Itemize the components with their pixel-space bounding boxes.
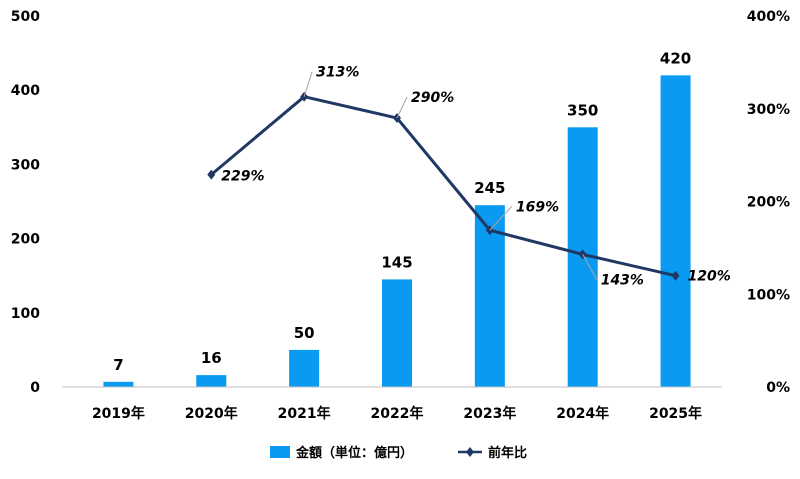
bar-2025年: [660, 75, 691, 388]
y-right-tick: 0%: [766, 380, 790, 396]
bar-data-label: 16: [201, 349, 222, 367]
x-tick-label: 2023年: [463, 405, 516, 422]
x-tick-label: 2020年: [185, 405, 238, 422]
x-tick-label: 2019年: [92, 405, 145, 422]
line-marker: [207, 169, 216, 180]
leader-line: [489, 205, 513, 231]
line-data-label: 229%: [221, 169, 264, 185]
bar-2022年: [382, 279, 412, 387]
line-data-label: 290%: [411, 90, 454, 106]
y-left-tick: 300: [11, 157, 40, 173]
y-right-tick: 300%: [747, 102, 790, 118]
bar-data-label: 420: [660, 49, 691, 67]
x-tick-label: 2024年: [556, 405, 609, 422]
line-data-label: 169%: [516, 199, 559, 215]
legend-label-amount: 金額（単位：億円）: [295, 445, 413, 461]
leader-line: [396, 96, 408, 119]
x-tick-label: 2025年: [649, 405, 702, 422]
y-right-tick: 400%: [747, 9, 790, 25]
bar-data-label: 50: [294, 324, 315, 342]
leader-line: [303, 71, 313, 97]
bar-data-label: 350: [567, 101, 598, 119]
line-data-label: 143%: [601, 272, 644, 288]
legend-marker-icon: [466, 447, 474, 457]
bar-2023年: [474, 205, 505, 387]
y-right-tick: 200%: [747, 195, 790, 211]
bar-2021年: [289, 349, 320, 387]
y-left-tick: 200: [11, 232, 40, 248]
y-left-tick: 500: [11, 9, 40, 25]
line-data-label: 120%: [688, 269, 731, 285]
data-labels-group: 7 16 50 145 245 350 420 229% 313% 290% 169% 143% 120…: [113, 49, 731, 373]
legend-label-yoy: 前年比: [488, 445, 527, 461]
bar-2020年: [196, 375, 227, 387]
bar-2019年: [103, 381, 134, 387]
axes-group: 0 100 200 300 400 500 0% 100% 200% 300% 400% 2019年 2…: [11, 9, 790, 422]
y-left-tick: 0: [30, 380, 40, 396]
bar-data-label: 245: [474, 179, 505, 197]
bar-data-label: 145: [381, 253, 412, 271]
legend-swatch-bar: [270, 446, 290, 458]
leader-line: [582, 254, 598, 280]
line-marker: [671, 270, 680, 281]
legend: 金額（単位：億円） 前年比: [270, 445, 527, 461]
line-data-label: 313%: [316, 65, 359, 81]
y-left-tick: 400: [11, 83, 40, 99]
line-series-group: [207, 91, 680, 281]
y-right-tick: 100%: [747, 287, 790, 303]
y-left-tick: 100: [11, 306, 40, 322]
bar-data-label: 7: [113, 356, 123, 374]
x-tick-label: 2021年: [278, 405, 331, 422]
x-tick-label: 2022年: [371, 405, 424, 422]
line-series-path: [210, 95, 676, 278]
